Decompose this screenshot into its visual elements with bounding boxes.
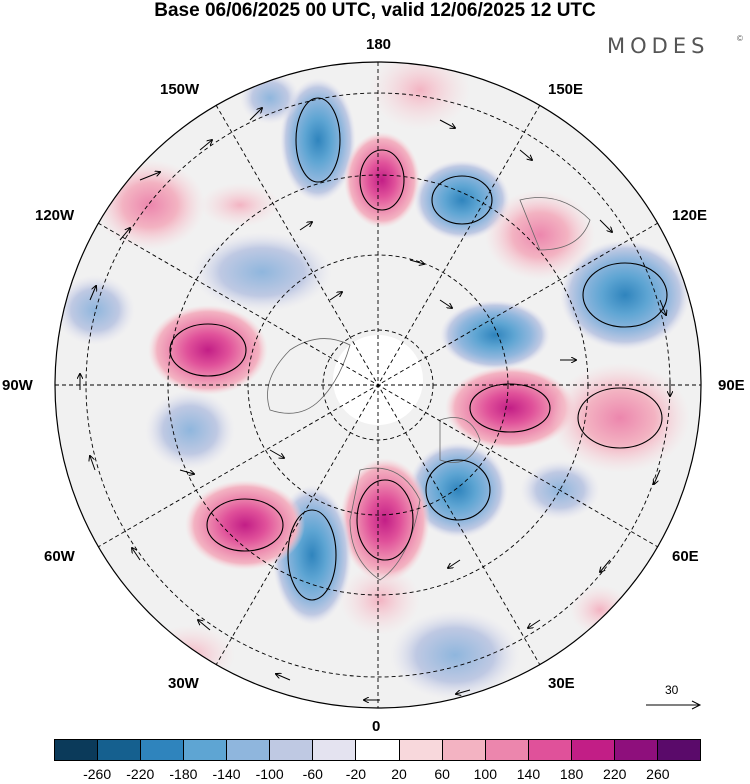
colorbar-tick-label: 100 bbox=[473, 766, 498, 782]
colorbar-swatch bbox=[442, 740, 486, 760]
colorbar-swatch bbox=[55, 740, 99, 760]
anomaly-ural-ridge bbox=[445, 366, 575, 450]
colorbar-swatch bbox=[614, 740, 658, 760]
brand-copyright-mark: © bbox=[737, 34, 743, 43]
colorbar-tick-label: 220 bbox=[603, 766, 627, 782]
colorbar-tick-label: 260 bbox=[646, 766, 670, 782]
colorbar-swatch bbox=[571, 740, 615, 760]
colorbar-swatch bbox=[356, 740, 400, 760]
anomaly-canada-trough bbox=[192, 232, 332, 312]
anomaly-bering-ridge bbox=[344, 132, 420, 228]
graticule bbox=[55, 62, 701, 708]
lon-label-180: 180 bbox=[366, 36, 392, 53]
colorbar-swatch bbox=[270, 740, 314, 760]
polar-map bbox=[54, 61, 702, 709]
colorbar-tick-label: 140 bbox=[516, 766, 541, 782]
lon-label-150e: 150E bbox=[548, 81, 584, 98]
lon-label-150w: 150W bbox=[160, 81, 200, 98]
anomaly-mediterranean-trough bbox=[390, 610, 520, 700]
colorbar-swatch bbox=[313, 740, 357, 760]
colorbar-swatch bbox=[98, 740, 142, 760]
colorbar-tick-label: 20 bbox=[391, 766, 407, 782]
colorbar-swatch bbox=[657, 740, 700, 760]
anomaly-gulf-of-alaska-ridge bbox=[95, 160, 205, 250]
vector-scale-label: 30 bbox=[665, 683, 679, 697]
colorbar-tick-label: 60 bbox=[434, 766, 450, 782]
wind-vectors bbox=[80, 108, 670, 700]
colorbar-tick-label: -100 bbox=[255, 766, 284, 782]
colorbar bbox=[54, 739, 701, 761]
colorbar-swatch bbox=[141, 740, 185, 760]
colorbar-tick-label: -260 bbox=[83, 766, 112, 782]
anomaly-barents-trough bbox=[408, 442, 508, 538]
colorbar-swatch bbox=[227, 740, 271, 760]
colorbar-tick-label: -20 bbox=[345, 766, 367, 782]
anomaly-labrador-trough bbox=[145, 390, 235, 470]
colorbar-labels: -260 -220 -180 -140 -100 -60 -20 20 60 100 140 180 2… bbox=[0, 766, 750, 784]
colorbar-swatch bbox=[399, 740, 443, 760]
colorbar-tick-label: 180 bbox=[559, 766, 584, 782]
lon-label-0: 0 bbox=[372, 718, 381, 735]
anomaly-west-atlantic-ridge bbox=[185, 480, 305, 570]
anomaly-central-siberia-trough bbox=[560, 240, 690, 350]
colorbar-swatch bbox=[485, 740, 529, 760]
lon-label-60e: 60E bbox=[672, 548, 699, 565]
lon-label-120w: 120W bbox=[35, 207, 75, 224]
vector-scale-arrow bbox=[646, 700, 702, 710]
anomaly-east-siberian-trough bbox=[414, 160, 510, 240]
colorbar-tick-label: -60 bbox=[302, 766, 323, 782]
colorbar-tick-label: -220 bbox=[126, 766, 155, 782]
anomaly-scandinavia-ridge bbox=[340, 458, 430, 582]
lon-label-60w: 60W bbox=[44, 548, 75, 565]
lon-label-90w: 90W bbox=[2, 377, 33, 394]
map-boundary bbox=[54, 61, 702, 709]
anomaly-west-siberia-trough bbox=[440, 300, 550, 370]
colorbar-tick-label: -140 bbox=[212, 766, 241, 782]
anomaly-hudson-ridge bbox=[148, 305, 268, 395]
colorbar-swatch bbox=[528, 740, 572, 760]
lon-label-30w: 30W bbox=[168, 675, 199, 692]
colorbar-tick-label: -180 bbox=[169, 766, 198, 782]
lon-label-120e: 120E bbox=[672, 207, 708, 224]
chart-title: Base 06/06/2025 00 UTC, valid 12/06/2025… bbox=[154, 0, 596, 21]
anomaly-north-pacific-trough bbox=[280, 78, 356, 202]
lon-label-30e: 30E bbox=[548, 675, 575, 692]
colorbar-swatch bbox=[184, 740, 228, 760]
anomaly-central-asia-ridge bbox=[550, 363, 690, 473]
brand-logo: MODES bbox=[607, 34, 710, 58]
lon-label-90e: 90E bbox=[718, 377, 745, 394]
